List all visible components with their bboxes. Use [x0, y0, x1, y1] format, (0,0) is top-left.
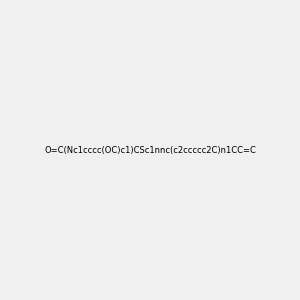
Text: O=C(Nc1cccc(OC)c1)CSc1nnc(c2ccccc2C)n1CC=C: O=C(Nc1cccc(OC)c1)CSc1nnc(c2ccccc2C)n1CC…	[44, 146, 256, 154]
